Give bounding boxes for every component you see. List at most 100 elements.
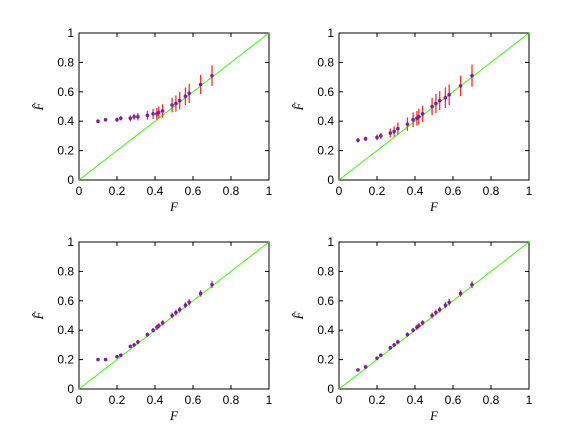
y-tick-label: 0.4 — [57, 114, 74, 128]
reference-line — [338, 241, 530, 390]
y-tick-label: 0.2 — [317, 353, 334, 367]
data-point — [160, 321, 165, 325]
data-point — [157, 110, 161, 115]
data-point — [136, 114, 140, 119]
x-tick-label: 0 — [336, 393, 343, 407]
x-tick-label: 0.2 — [369, 393, 386, 407]
reference-line — [338, 32, 530, 181]
y-tick-label: 0 — [327, 382, 334, 396]
data-point — [115, 354, 119, 359]
y-axis-label: F̂ — [291, 101, 306, 111]
data-point — [177, 98, 182, 103]
data-point — [151, 328, 155, 333]
chart-panel-3: 0 0.2 0.4 0.6 0.8 1 0 0.2 0.4 0.6 0.8 1 F F̂ — [31, 235, 273, 423]
data-point — [115, 117, 119, 122]
y-tick-label: 0.8 — [317, 55, 334, 69]
data-point — [210, 282, 214, 287]
x-tick-label: 0.8 — [483, 393, 500, 407]
x-tick-label: 0.4 — [407, 184, 424, 198]
data-point — [447, 300, 452, 305]
x-tick-label: 0.8 — [223, 184, 240, 198]
x-tick-label: 0.2 — [109, 393, 126, 407]
data-point — [187, 91, 191, 96]
reference-line — [78, 241, 270, 390]
x-tick-label: 0 — [76, 393, 83, 407]
y-tick-label: 0.8 — [57, 55, 74, 69]
x-tick-label: 1 — [266, 393, 273, 407]
data-point — [170, 103, 174, 107]
y-tick-label: 0 — [67, 382, 74, 396]
data-point — [392, 343, 396, 347]
data-point — [470, 282, 474, 287]
x-tick-label: 0.2 — [109, 184, 126, 198]
data-point — [119, 116, 123, 121]
y-tick-label: 0.2 — [57, 144, 74, 158]
x-tick-label: 0.8 — [223, 393, 240, 407]
data-point — [356, 368, 360, 372]
y-tick-label: 0.4 — [57, 323, 74, 337]
data-point — [96, 119, 100, 123]
data-point — [417, 323, 421, 328]
data-point — [177, 307, 182, 312]
data-point — [119, 353, 123, 357]
data-point — [183, 303, 188, 308]
y-axis-label: F̂ — [31, 101, 46, 111]
data-point — [396, 340, 400, 344]
data-point — [198, 291, 203, 296]
x-tick-label: 1 — [266, 184, 273, 198]
x-tick-label: 0 — [336, 184, 343, 198]
y-tick-label: 0.2 — [57, 353, 74, 367]
data-point — [430, 104, 434, 109]
x-tick-label: 0 — [76, 184, 83, 198]
y-axis-label: F̂ — [291, 310, 306, 320]
data-point — [145, 332, 150, 337]
x-tick-label: 0.4 — [407, 393, 424, 407]
data-point — [375, 135, 379, 140]
x-axis-label: F — [429, 199, 439, 214]
data-point — [128, 344, 133, 349]
x-tick-label: 0.4 — [147, 184, 164, 198]
chart-panel-2: 0 0.2 0.4 0.6 0.8 1 0 0.2 0.4 0.6 0.8 1 F F̂ — [291, 26, 533, 214]
data-point — [145, 113, 150, 118]
data-point — [411, 117, 415, 122]
x-tick-label: 1 — [526, 184, 533, 198]
reference-line — [78, 32, 270, 181]
data-point — [437, 307, 442, 312]
data-point — [198, 82, 203, 87]
data-point — [103, 117, 108, 122]
data-point — [160, 109, 165, 113]
data-point — [434, 101, 438, 106]
data-point — [183, 94, 188, 99]
data-point — [458, 291, 463, 296]
x-axis-label: F — [429, 408, 439, 423]
x-tick-label: 0.6 — [445, 393, 462, 407]
data-point — [443, 95, 448, 100]
data-point — [388, 131, 393, 135]
y-tick-label: 0.4 — [317, 114, 334, 128]
chart-panel-4: 0 0.2 0.4 0.6 0.8 1 0 0.2 0.4 0.6 0.8 1 F F̂ — [291, 235, 533, 423]
data-point — [210, 73, 214, 78]
y-tick-label: 0.6 — [317, 294, 334, 308]
y-tick-label: 1 — [67, 26, 74, 40]
data-point — [157, 323, 161, 328]
data-point — [405, 332, 410, 337]
chart-panel-1: 0 0.2 0.4 0.6 0.8 1 0 0.2 0.4 0.6 0.8 1 F F̂ — [31, 26, 273, 214]
y-tick-label: 1 — [67, 235, 74, 249]
x-tick-label: 0.6 — [445, 184, 462, 198]
data-point — [420, 112, 425, 116]
data-point — [392, 129, 396, 134]
y-tick-label: 0.4 — [317, 323, 334, 337]
data-point — [356, 138, 360, 143]
data-point — [132, 114, 136, 119]
data-point — [174, 101, 178, 106]
data-point — [417, 114, 421, 119]
data-point — [411, 328, 415, 333]
data-point — [443, 303, 448, 308]
data-point — [136, 340, 140, 344]
y-tick-label: 0.6 — [57, 294, 74, 308]
data-point — [434, 310, 438, 315]
y-tick-label: 0 — [327, 173, 334, 187]
y-tick-label: 0.2 — [317, 144, 334, 158]
data-point — [447, 92, 452, 97]
y-tick-label: 0.8 — [57, 264, 74, 278]
